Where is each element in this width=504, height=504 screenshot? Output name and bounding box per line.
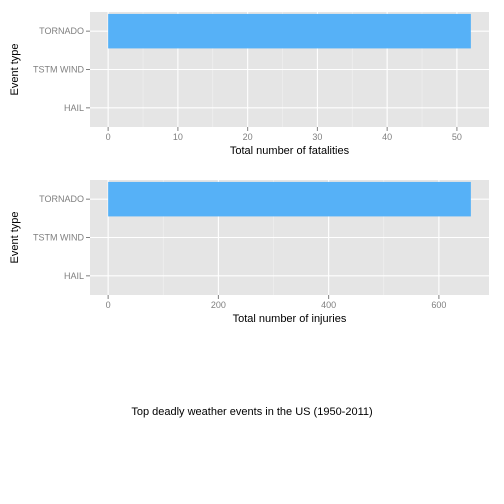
x-tick-label: 50 [452, 132, 462, 142]
x-tick-label: 600 [431, 300, 446, 310]
x-axis-title: Total number of fatalities [230, 145, 350, 157]
injuries-chart-svg: TORNADO TSTM WIND HAIL 0 200 400 600 Total numb… [9, 180, 489, 325]
x-tick-label: 20 [243, 132, 253, 142]
x-tick-label: 30 [312, 132, 322, 142]
main-title: Top deadly weather events in the US (195… [131, 406, 373, 418]
bar-tornado [108, 181, 471, 217]
y-tick-label: TORNADO [39, 26, 84, 36]
y-axis-title: Event type [9, 44, 21, 96]
injuries-chart: TORNADO TSTM WIND HAIL 0 200 400 600 Total numb… [0, 168, 504, 336]
y-tick-label: HAIL [64, 103, 84, 113]
x-tick-label: 10 [173, 132, 183, 142]
fatalities-chart: TORNADO TSTM WIND HAIL 0 10 20 30 40 50 Total num… [0, 0, 504, 168]
fatalities-chart-svg: TORNADO TSTM WIND HAIL 0 10 20 30 40 50 Total num… [9, 12, 489, 157]
y-tick-label: TSTM WIND [33, 65, 84, 75]
x-tick-label: 200 [211, 300, 226, 310]
y-tick-label: TORNADO [39, 194, 84, 204]
x-tick-label: 0 [106, 300, 111, 310]
x-tick-label: 0 [106, 132, 111, 142]
x-tick-label: 400 [321, 300, 336, 310]
bar-tornado [108, 13, 471, 49]
x-axis-title: Total number of injuries [233, 313, 347, 325]
y-axis-title: Event type [9, 212, 21, 264]
x-tick-label: 40 [382, 132, 392, 142]
y-tick-label: HAIL [64, 271, 84, 281]
y-tick-label: TSTM WIND [33, 233, 84, 243]
